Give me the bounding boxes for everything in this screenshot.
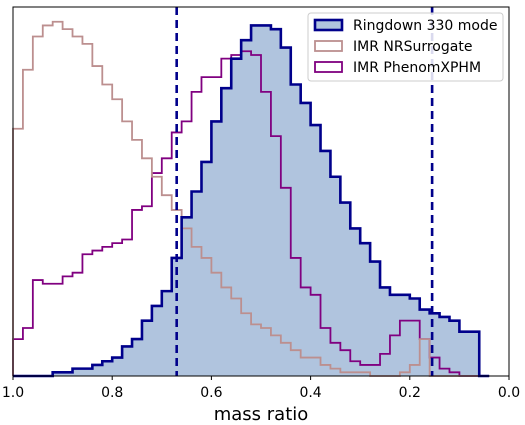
legend-swatch-1 [314, 40, 343, 52]
x-tick-label: 0.6 [200, 385, 222, 401]
x-tick-label: 0.8 [101, 385, 123, 401]
series-fill-0 [13, 25, 490, 376]
legend-swatch-2 [314, 61, 343, 73]
legend-label-1: IMR NRSurrogate [353, 39, 472, 55]
x-tick-label: 1.0 [2, 385, 24, 401]
legend-label-2: IMR PhenomXPHM [353, 60, 481, 76]
plot-frame [12, 6, 510, 377]
x-tick-label: 0.0 [498, 385, 520, 401]
x-axis-ticks: 1.0 0.8 0.6 0.4 0.2 0.0 [2, 376, 520, 401]
vline-layer [175, 7, 434, 376]
x-tick-label: 0.4 [299, 385, 321, 401]
legend-swatch-0 [313, 18, 344, 32]
legend: Ringdown 330 mode IMR NRSurrogate IMR Phen… [307, 12, 504, 82]
fill-layer [13, 25, 490, 376]
series-line-0 [13, 24, 490, 378]
legend-label-0: Ringdown 330 mode [353, 18, 497, 34]
legend-box [307, 12, 504, 82]
x-tick-label: 0.2 [399, 385, 421, 401]
x-axis-label: mass ratio [214, 404, 309, 425]
